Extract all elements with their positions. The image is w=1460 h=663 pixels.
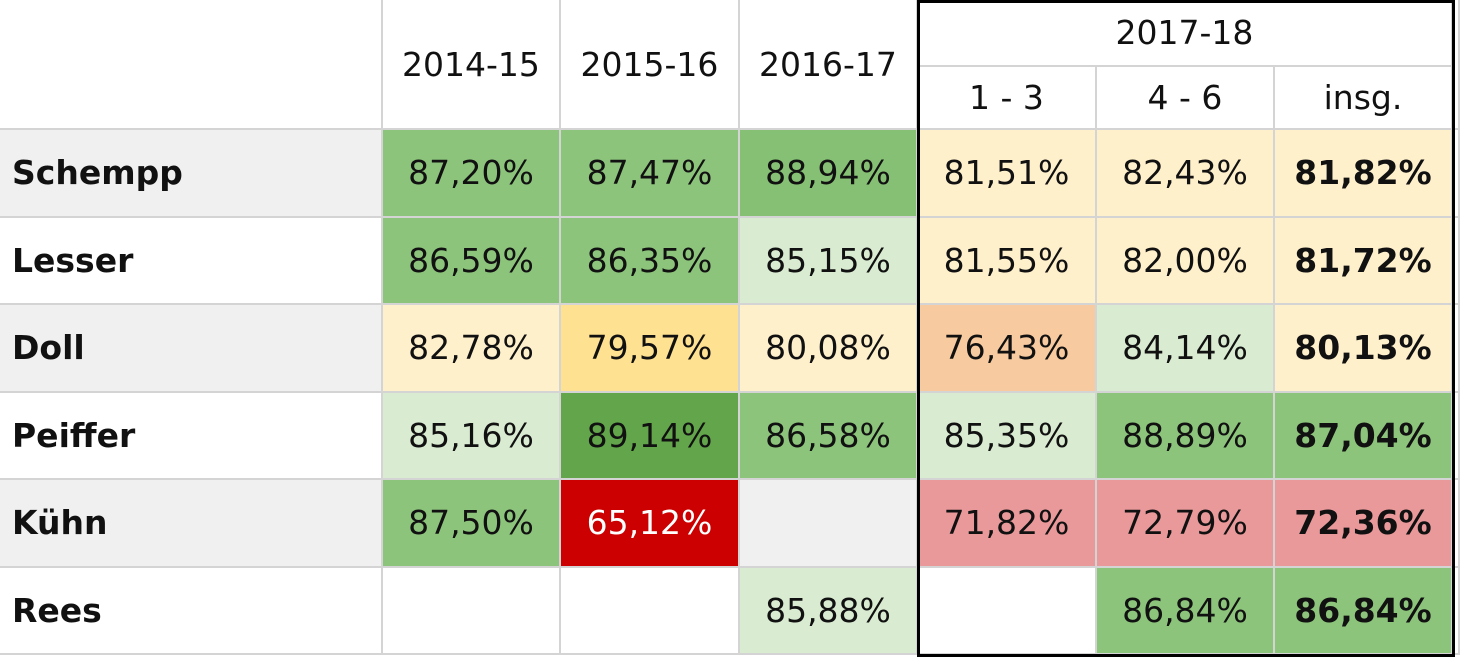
value-cell: 81,55% bbox=[918, 217, 1097, 305]
filler bbox=[1453, 130, 1460, 218]
row-name: Peiffer bbox=[0, 392, 383, 480]
filler bbox=[1453, 392, 1460, 480]
value-cell: 80,13% bbox=[1275, 305, 1453, 393]
value-cell: 79,57% bbox=[561, 305, 740, 393]
value-cell: 85,35% bbox=[918, 392, 1097, 480]
value-cell: 85,88% bbox=[740, 567, 918, 655]
filler bbox=[1453, 0, 1460, 130]
value-cell: 84,14% bbox=[1097, 305, 1275, 393]
value-cell: 86,84% bbox=[1275, 567, 1453, 655]
value-cell: 89,14% bbox=[561, 392, 740, 480]
value-cell: 65,12% bbox=[561, 480, 740, 568]
value-cell: 88,94% bbox=[740, 130, 918, 218]
value-cell: 80,08% bbox=[740, 305, 918, 393]
value-cell: 72,36% bbox=[1275, 480, 1453, 568]
value-cell: 81,51% bbox=[918, 130, 1097, 218]
filler bbox=[1453, 480, 1460, 568]
year-header: 2015-16 bbox=[561, 0, 740, 130]
value-cell: 87,20% bbox=[383, 130, 561, 218]
row-name: Doll bbox=[0, 305, 383, 393]
row-name: Schempp bbox=[0, 130, 383, 218]
year-header: 2014-15 bbox=[383, 0, 561, 130]
value-cell bbox=[561, 567, 740, 655]
filler bbox=[1453, 217, 1460, 305]
value-cell: 86,35% bbox=[561, 217, 740, 305]
value-cell: 82,78% bbox=[383, 305, 561, 393]
value-cell: 86,84% bbox=[1097, 567, 1275, 655]
value-cell: 87,47% bbox=[561, 130, 740, 218]
filler bbox=[1453, 567, 1460, 655]
value-cell bbox=[918, 567, 1097, 655]
row-name: Rees bbox=[0, 567, 383, 655]
corner-cell bbox=[0, 0, 383, 130]
value-cell: 86,59% bbox=[383, 217, 561, 305]
value-cell: 81,72% bbox=[1275, 217, 1453, 305]
value-cell: 82,43% bbox=[1097, 130, 1275, 218]
value-cell: 86,58% bbox=[740, 392, 918, 480]
year-header: 2016-17 bbox=[740, 0, 918, 130]
value-cell bbox=[740, 480, 918, 568]
value-cell: 71,82% bbox=[918, 480, 1097, 568]
sub-header: insg. bbox=[1275, 67, 1453, 130]
value-cell: 76,43% bbox=[918, 305, 1097, 393]
value-cell: 85,16% bbox=[383, 392, 561, 480]
value-cell: 85,15% bbox=[740, 217, 918, 305]
value-cell: 82,00% bbox=[1097, 217, 1275, 305]
year-header: 2017-18 bbox=[918, 0, 1453, 67]
value-cell: 87,50% bbox=[383, 480, 561, 568]
filler bbox=[1453, 305, 1460, 393]
row-name: Lesser bbox=[0, 217, 383, 305]
row-name: Kühn bbox=[0, 480, 383, 568]
value-cell: 81,82% bbox=[1275, 130, 1453, 218]
sub-header: 1 - 3 bbox=[918, 67, 1097, 130]
sub-header: 4 - 6 bbox=[1097, 67, 1275, 130]
value-cell: 88,89% bbox=[1097, 392, 1275, 480]
value-cell: 87,04% bbox=[1275, 392, 1453, 480]
value-cell: 72,79% bbox=[1097, 480, 1275, 568]
value-cell bbox=[383, 567, 561, 655]
